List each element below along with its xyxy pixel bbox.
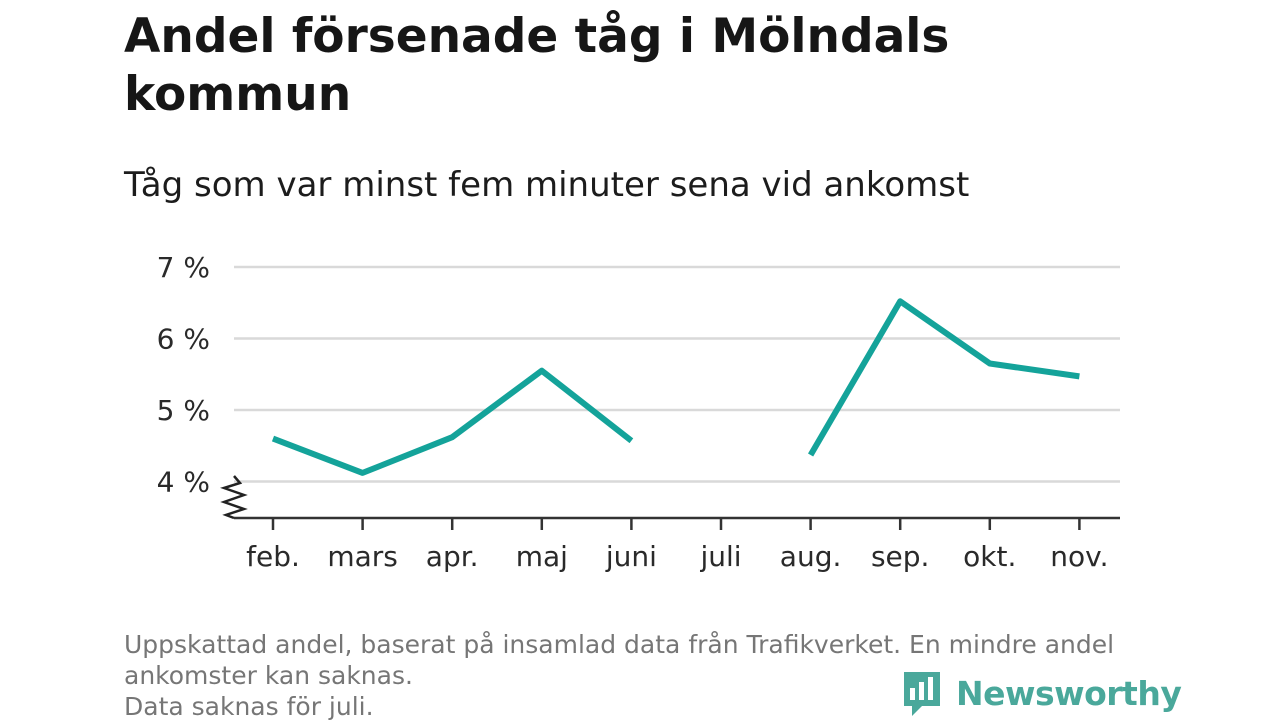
gridlines: [234, 265, 1120, 483]
footnote-line-2: Data saknas för juli.: [124, 692, 374, 721]
y-axis-ticks: 4 % 5 % 6 % 7 %: [157, 251, 210, 499]
brand-name: Newsworthy: [956, 673, 1182, 713]
x-tick-label: mars: [327, 540, 398, 573]
x-tick-label: sep.: [871, 540, 930, 573]
axis-break-mark: [220, 475, 248, 520]
x-tick-label: apr.: [426, 540, 479, 573]
y-tick-label: 4 %: [157, 466, 210, 499]
x-tick-label: juni: [605, 540, 657, 573]
line-chart: 4 % 5 % 6 % 7 % feb. mars apr. maj juni juli aug.…: [157, 251, 1120, 573]
x-tick-label: maj: [516, 540, 568, 573]
chat-bar-chart-icon: [904, 672, 940, 716]
series-lines: [271, 298, 1080, 476]
y-tick-label: 7 %: [157, 251, 210, 284]
y-tick-label: 6 %: [157, 323, 210, 356]
x-tick-label: okt.: [963, 540, 1016, 573]
newsworthy-logo: Newsworthy: [900, 668, 1182, 718]
chart-title: Andel försenade tåg i Mölndals kommun: [124, 9, 950, 122]
footnote: Uppskattad andel, baserat på insamlad da…: [124, 629, 1164, 722]
chart-subtitle: Tåg som var minst fem minuter sena vid a…: [124, 165, 970, 205]
x-tick-label: nov.: [1050, 540, 1108, 573]
series-line-segment: [808, 298, 1080, 457]
x-tick-label: aug.: [780, 540, 842, 573]
y-tick-label: 5 %: [157, 394, 210, 427]
x-axis: feb. mars apr. maj juni juli aug. sep. okt. nov.: [220, 475, 1120, 573]
series-line-segment: [271, 367, 634, 476]
x-tick-label: feb.: [246, 540, 300, 573]
x-tick-label: juli: [699, 540, 741, 573]
footnote-line-1: Uppskattad andel, baserat på insamlad da…: [124, 630, 1115, 690]
